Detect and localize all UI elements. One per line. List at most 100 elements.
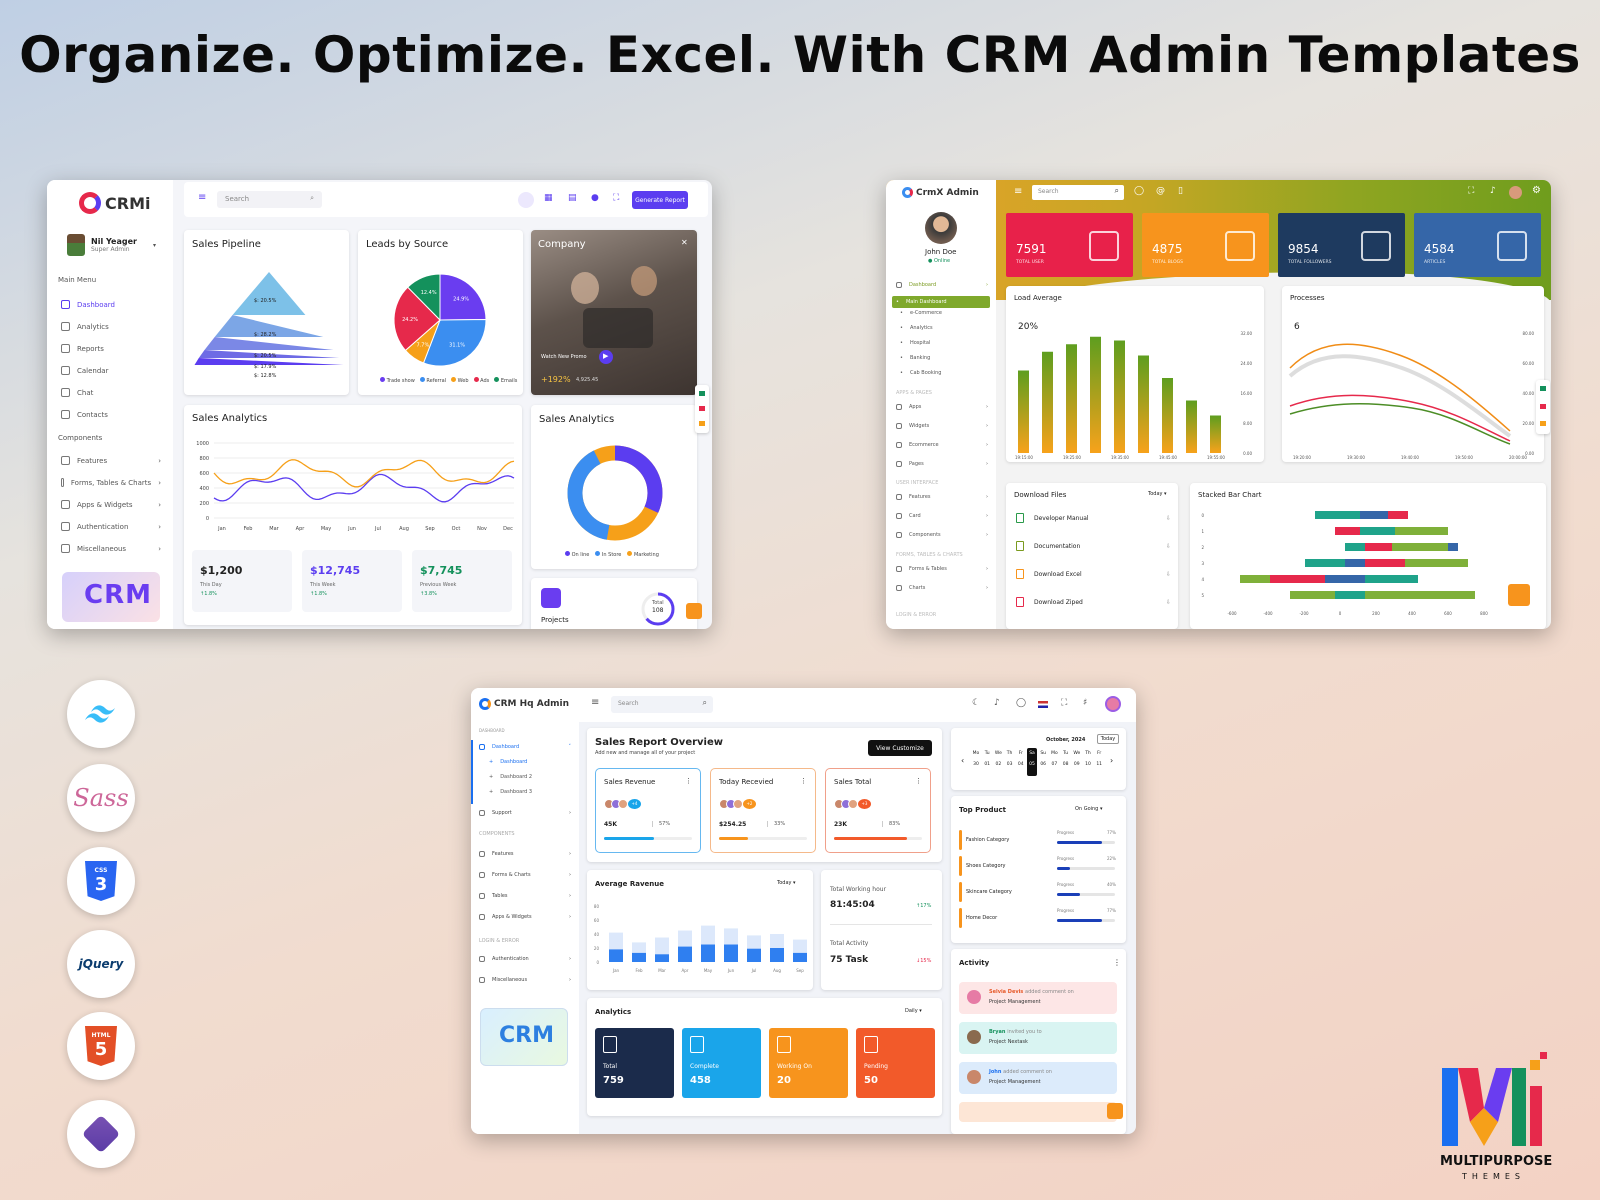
fullscreen-icon[interactable]: ⛶ bbox=[1061, 698, 1068, 708]
calendar-day[interactable]: Su 06 bbox=[1038, 748, 1048, 776]
legend-item[interactable]: On line bbox=[565, 551, 589, 558]
avatar[interactable] bbox=[1105, 696, 1121, 712]
calendar-day[interactable]: Sa 05 bbox=[1027, 748, 1037, 776]
calendar-day[interactable]: We 02 bbox=[993, 748, 1003, 776]
analytics-tile[interactable]: Total 759 bbox=[595, 1028, 674, 1098]
fullscreen-icon[interactable]: ⛶ bbox=[1468, 186, 1475, 196]
sidebar-item-analytics[interactable]: Analytics bbox=[61, 322, 109, 331]
search-input[interactable]: Search ⌕ bbox=[217, 191, 322, 208]
promo-text[interactable]: Watch New Promo bbox=[541, 354, 587, 360]
calendar-day[interactable]: We 09 bbox=[1072, 748, 1082, 776]
sidebar-subitem[interactable]: + Dashboard 2 bbox=[489, 774, 581, 780]
sidebar-subitem[interactable]: • e-Commerce bbox=[900, 310, 992, 316]
activity-item[interactable] bbox=[959, 1102, 1117, 1122]
calendar-day[interactable]: Fr 11 bbox=[1094, 748, 1104, 776]
sidebar-item[interactable]: Tables › bbox=[479, 893, 571, 899]
moon-icon[interactable]: ☾ bbox=[972, 698, 981, 708]
chevron-left-icon[interactable]: ‹ bbox=[961, 756, 965, 765]
sidebar-item-dashboard[interactable]: Dashboard ˅ bbox=[479, 744, 571, 750]
sidebar-item-component[interactable]: Forms, Tables & Charts › bbox=[61, 478, 161, 487]
sidebar-subitem[interactable]: • Banking bbox=[900, 355, 992, 361]
menu-icon[interactable]: ≡ bbox=[1014, 186, 1023, 197]
analytics-tile[interactable]: Working On 20 bbox=[769, 1028, 848, 1098]
sidebar-subitem[interactable]: + Dashboard 3 bbox=[489, 789, 581, 795]
flag-icon[interactable] bbox=[1038, 701, 1048, 708]
filter-dropdown[interactable]: Today ▾ bbox=[777, 880, 796, 886]
sidebar-item[interactable]: Widgets › bbox=[896, 423, 988, 429]
more-icon[interactable]: ⋮ bbox=[915, 777, 922, 785]
calendar-day[interactable]: Th 03 bbox=[1005, 748, 1015, 776]
crmi-user-card[interactable]: Nil Yeager Super Admin ▾ bbox=[55, 230, 165, 260]
calendar-day[interactable]: Tu 08 bbox=[1061, 748, 1071, 776]
calendar-day[interactable]: Mo 30 bbox=[971, 748, 981, 776]
at-icon[interactable]: @ bbox=[1156, 186, 1165, 196]
sidebar-item-component[interactable]: Apps & Widgets › bbox=[61, 500, 161, 509]
gear-icon[interactable]: ⚙ bbox=[1532, 185, 1541, 196]
sidebar-subitem[interactable]: • Cab Booking bbox=[900, 370, 992, 376]
sidebar-item[interactable]: Apps & Widgets › bbox=[479, 914, 571, 920]
calendar-day[interactable]: Tu 01 bbox=[982, 748, 992, 776]
sidebar-item[interactable]: Support › bbox=[479, 810, 571, 816]
activity-user[interactable]: John bbox=[989, 1069, 1004, 1075]
sidebar-subitem[interactable]: • Main Dashboard bbox=[892, 296, 990, 308]
activity-user[interactable]: Bryan bbox=[989, 1029, 1008, 1035]
sidebar-item[interactable]: Components › bbox=[896, 532, 988, 538]
fullscreen-icon[interactable]: ⛶ bbox=[613, 193, 620, 203]
avatar[interactable] bbox=[1509, 186, 1522, 199]
legend-item[interactable]: Emails bbox=[494, 377, 517, 384]
settings-fab[interactable] bbox=[1508, 584, 1530, 606]
legend-item[interactable]: Marketing bbox=[627, 551, 659, 558]
search-input[interactable]: Search ⌕ bbox=[611, 696, 713, 713]
menu-icon[interactable]: ≡ bbox=[198, 192, 207, 203]
legend-item[interactable]: Trade show bbox=[380, 377, 415, 384]
clipboard-icon[interactable]: ▯ bbox=[1178, 186, 1183, 196]
sliders-icon[interactable]: ♯ bbox=[1083, 698, 1088, 708]
file-icon[interactable]: ▤ bbox=[568, 193, 577, 203]
sidebar-item[interactable]: Forms & Charts › bbox=[479, 872, 571, 878]
sidebar-item-component[interactable]: Miscellaneous › bbox=[61, 544, 161, 553]
sidebar-item[interactable]: Ecommerce › bbox=[896, 442, 988, 448]
crmi-logo[interactable]: CRMi bbox=[79, 192, 150, 214]
hq-logo[interactable]: CRM Hq Admin bbox=[479, 698, 569, 710]
analytics-tile[interactable]: Pending 50 bbox=[856, 1028, 935, 1098]
search-input[interactable]: Search ⌕ bbox=[1032, 185, 1124, 200]
chat-icon[interactable]: ◯ bbox=[1016, 698, 1027, 708]
settings-fab[interactable] bbox=[686, 603, 702, 619]
more-icon[interactable]: ⋮ bbox=[800, 777, 807, 785]
sidebar-item-contacts[interactable]: Contacts bbox=[61, 410, 108, 419]
download-item[interactable]: Download Ziped ⇩ bbox=[1016, 597, 1171, 607]
menu-icon[interactable]: ≡ bbox=[591, 697, 600, 708]
chevron-right-icon[interactable]: › bbox=[1110, 756, 1114, 765]
filter-dropdown[interactable]: On Going ▾ bbox=[1075, 806, 1103, 812]
user-avatar[interactable] bbox=[925, 212, 957, 244]
sidebar-item-dashboard[interactable]: Dashboard › bbox=[896, 282, 988, 288]
activity-item[interactable]: Selvia Devis added comment on Project Man… bbox=[959, 982, 1117, 1014]
settings-fab[interactable] bbox=[1107, 1103, 1123, 1119]
sidebar-subitem[interactable]: • Hospital bbox=[900, 340, 992, 346]
chat-icon[interactable]: ◯ bbox=[1134, 186, 1145, 196]
play-button[interactable] bbox=[599, 350, 613, 364]
download-icon[interactable]: ⇩ bbox=[1165, 570, 1171, 578]
activity-item[interactable]: Bryan invited you to Project Nextask bbox=[959, 1022, 1117, 1054]
sidebar-item-component[interactable]: Features › bbox=[61, 456, 161, 465]
crmx-logo[interactable]: CrmX Admin bbox=[902, 187, 979, 198]
download-item[interactable]: Download Excel ⇩ bbox=[1016, 569, 1171, 579]
sidebar-subitem[interactable]: + Dashboard bbox=[489, 759, 581, 765]
today-button[interactable]: Today bbox=[1097, 734, 1119, 744]
activity-item[interactable]: John added comment on Project Management bbox=[959, 1062, 1117, 1094]
sidebar-item[interactable]: Apps › bbox=[896, 404, 988, 410]
bell-icon[interactable]: ♪ bbox=[1490, 186, 1496, 196]
more-icon[interactable]: ⋮ bbox=[1113, 958, 1121, 967]
bell-icon[interactable]: ♪ bbox=[994, 698, 1000, 708]
theme-icon[interactable] bbox=[518, 192, 534, 208]
calendar-day[interactable]: Th 10 bbox=[1083, 748, 1093, 776]
sidebar-item-component[interactable]: Authentication › bbox=[61, 522, 161, 531]
grid-icon[interactable]: ▦ bbox=[544, 193, 553, 203]
sidebar-item-calendar[interactable]: Calendar bbox=[61, 366, 108, 375]
download-item[interactable]: Documentation ⇩ bbox=[1016, 541, 1171, 551]
filter-dropdown[interactable]: Today ▾ bbox=[1148, 491, 1167, 497]
legend-item[interactable]: In Store bbox=[595, 551, 621, 558]
sidebar-item[interactable]: Card › bbox=[896, 513, 988, 519]
download-icon[interactable]: ⇩ bbox=[1165, 514, 1171, 522]
view-customize-button[interactable]: View Customize bbox=[868, 740, 932, 756]
